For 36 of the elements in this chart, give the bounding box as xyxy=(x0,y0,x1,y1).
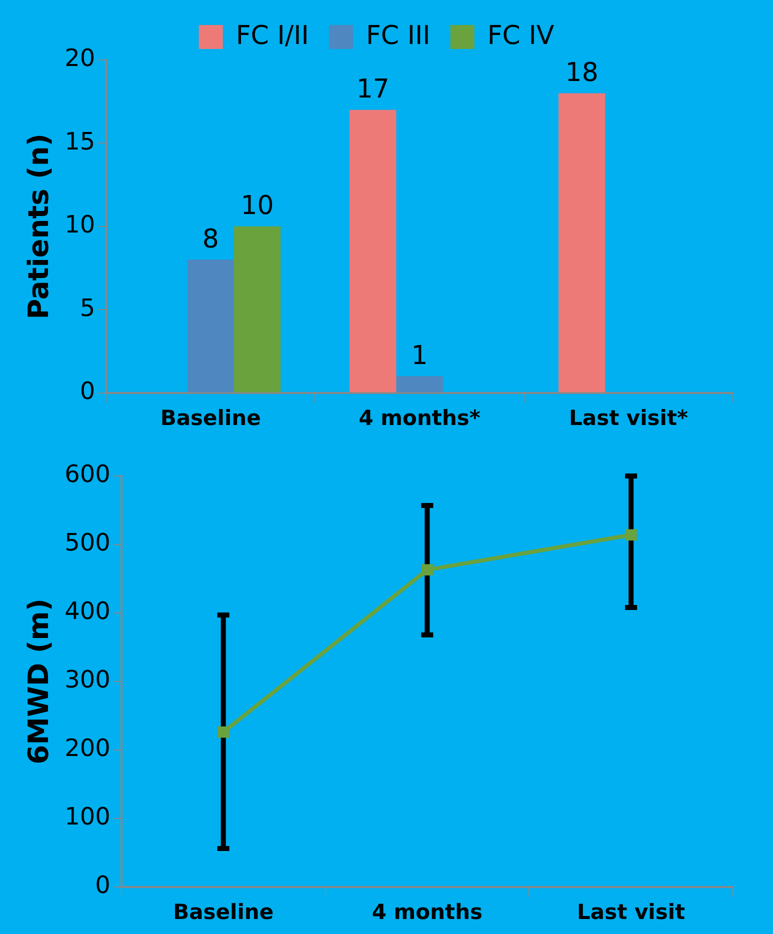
point xyxy=(422,564,433,576)
y-tick-label: 5 xyxy=(80,294,96,322)
y-tick-label: 0 xyxy=(95,871,110,900)
y-tick-label: 500 xyxy=(64,528,110,557)
y-tick-label: 10 xyxy=(64,210,96,239)
x-tick-label: Baseline xyxy=(173,900,274,924)
data-label: 18 xyxy=(565,58,598,88)
y-tick-label: 100 xyxy=(64,802,110,831)
y-axis-title: 6MWD (m) xyxy=(22,598,56,764)
y-tick-label: 200 xyxy=(64,734,110,762)
bar xyxy=(234,226,281,392)
y-tick-label: 600 xyxy=(64,460,110,488)
x-tick-label: 4 months xyxy=(372,900,483,924)
y-axis-title: Patients (n) xyxy=(22,133,56,320)
bar xyxy=(187,260,234,392)
y-tick-label: 300 xyxy=(64,666,110,694)
y-tick-label: 400 xyxy=(64,597,110,626)
y-tick-label: 0 xyxy=(80,377,96,406)
data-label: 8 xyxy=(202,224,219,254)
bar xyxy=(350,110,396,392)
legend-label: FC III xyxy=(366,20,430,51)
x-tick-label: Last visit* xyxy=(569,406,688,430)
data-label: 17 xyxy=(356,74,390,105)
legend-label: FC IV xyxy=(487,20,554,51)
data-label: 10 xyxy=(240,191,274,222)
x-tick-label: Baseline xyxy=(160,406,261,430)
y-tick-label: 15 xyxy=(64,127,96,156)
x-tick-label: Last visit xyxy=(577,900,686,924)
legend-label: FC I/II xyxy=(236,20,309,51)
point xyxy=(625,529,637,541)
point xyxy=(218,726,229,738)
bar xyxy=(396,376,443,392)
bar xyxy=(558,93,606,392)
x-tick-label: 4 months* xyxy=(358,406,480,430)
y-tick-label: 20 xyxy=(64,44,96,72)
data-label: 1 xyxy=(411,340,428,371)
